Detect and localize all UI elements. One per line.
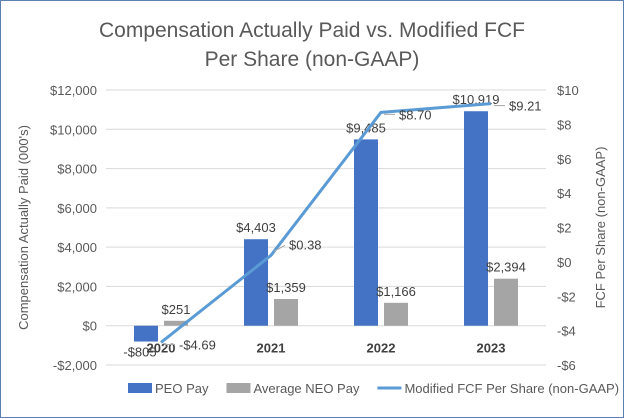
legend-label: PEO Pay	[155, 381, 209, 396]
peo-pay-bar	[464, 111, 488, 326]
legend-swatch-0	[128, 383, 152, 393]
y-tick-label: $6,000	[57, 201, 97, 216]
y2-tick-label: $2	[557, 221, 571, 236]
peo-pay-bar	[134, 325, 158, 342]
fcf-per-share-line	[160, 102, 492, 344]
peo-pay-data-label: $9,485	[346, 120, 386, 135]
neo-pay-data-label: $1,166	[376, 284, 416, 299]
fcf-leader-line	[273, 244, 286, 252]
legend-label: Average NEO Pay	[253, 381, 359, 396]
peo-pay-data-label: $4,403	[236, 220, 276, 235]
x-tick-label: 2021	[257, 341, 286, 356]
y2-axis-label: FCF Per Share (non-GAAP)	[593, 147, 608, 309]
y2-tick-label: $10	[557, 83, 579, 98]
neo-pay-data-label: $1,359	[266, 280, 306, 295]
neo-pay-bar	[384, 302, 408, 326]
neo-pay-data-label: $251	[162, 302, 191, 317]
x-tick-label: 2022	[367, 341, 396, 356]
fcf-data-label: $0.38	[289, 237, 322, 252]
y-tick-label: $10,000	[50, 122, 97, 137]
neo-pay-bar	[494, 278, 518, 326]
legend-swatch-1	[226, 383, 251, 393]
peo-pay-bar	[354, 139, 378, 326]
y2-tick-label: $6	[557, 152, 571, 167]
y2-tick-label: -$4	[557, 324, 576, 339]
y-axis-label: Compensation Actually Paid (000's)	[16, 125, 31, 330]
y2-tick-label: $0	[557, 255, 571, 270]
fcf-data-label: $9.21	[509, 99, 542, 114]
fcf-data-label: $8.70	[399, 107, 432, 122]
neo-pay-bar	[164, 320, 188, 326]
x-tick-label: 2020	[147, 341, 176, 356]
y-tick-label: $4,000	[57, 240, 97, 255]
neo-pay-bar	[274, 299, 298, 326]
legend-label: Modified FCF Per Share (non-GAAP)	[404, 381, 619, 396]
y2-tick-label: $4	[557, 186, 571, 201]
y-tick-label: $2,000	[57, 279, 97, 294]
y2-tick-label: -$6	[557, 358, 576, 373]
peo-pay-bar	[244, 239, 268, 326]
y-tick-label: $0	[83, 319, 97, 334]
fcf-data-label: -$4.69	[179, 337, 216, 352]
peo-pay-data-label: -$805	[123, 345, 156, 360]
chart-title-line: Per Share (non-GAAP)	[205, 48, 420, 71]
y-tick-label: $8,000	[57, 162, 97, 177]
y-tick-label: $12,000	[50, 83, 97, 98]
chart-title-line: Compensation Actually Paid vs. Modified …	[99, 19, 525, 42]
neo-pay-data-label: $2,394	[486, 260, 526, 275]
y2-tick-label: -$2	[557, 289, 576, 304]
x-tick-label: 2023	[477, 341, 506, 356]
y-tick-label: -$2,000	[53, 358, 97, 373]
y2-tick-label: $8	[557, 117, 571, 132]
